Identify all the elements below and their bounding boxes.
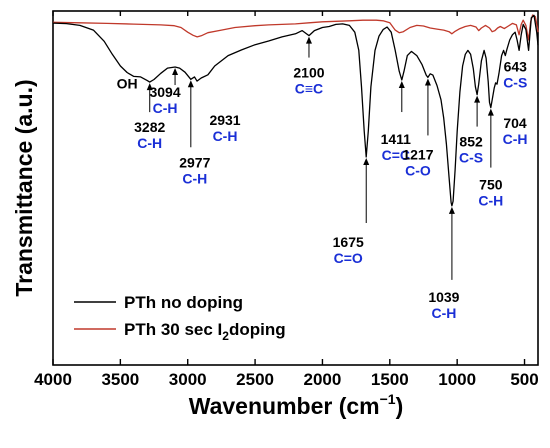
peak-label-2100: 2100: [293, 65, 324, 81]
bond-label-750: C-H: [478, 193, 503, 209]
bond-label-1039: C-H: [431, 305, 456, 321]
arrowhead-750: [487, 108, 494, 116]
legend-label-pth-no-doping: PTh no doping: [124, 293, 243, 312]
peak-label-3094: 3094: [149, 84, 180, 100]
bond-label-643: C-S: [503, 75, 527, 91]
peak-annotation-arrows: [146, 36, 494, 280]
bond-label-3282: C-H: [137, 135, 162, 151]
peak-label-1217: 1217: [402, 146, 433, 162]
peak-label-oh: OH: [117, 76, 138, 92]
bond-label-2977: C-H: [182, 170, 207, 186]
bond-label-2100: C≡C: [295, 81, 323, 97]
bond-label-1675: C=O: [334, 250, 363, 266]
arrowhead-1217: [424, 78, 431, 86]
peak-label-852: 852: [459, 134, 483, 150]
x-tick-label-1500: 1500: [371, 370, 409, 389]
bond-label-2931: C-H: [213, 128, 238, 144]
legend-label-pth-iodine-doping: PTh 30 sec I2doping: [124, 320, 286, 343]
peak-label-1675: 1675: [333, 234, 364, 250]
y-axis-title: Transmittance (a.u.): [11, 79, 37, 296]
arrowhead-3282: [146, 83, 153, 91]
series-line-pth-30-sec-i2doping: [52, 14, 539, 41]
bond-label-852: C-S: [459, 150, 483, 166]
arrowhead-2977: [187, 80, 194, 88]
peak-annotation-labels: OH3282C-H3094C-H2977C-H2931C-H2100C≡C167…: [117, 59, 528, 321]
peak-label-2931: 2931: [209, 112, 240, 128]
bond-label-704: C-H: [503, 131, 528, 147]
legend: PTh no doping PTh 30 sec I2doping: [74, 293, 286, 343]
x-tick-label-1000: 1000: [438, 370, 476, 389]
peak-label-1411: 1411: [381, 131, 412, 147]
bond-label-1411: C=C: [382, 147, 410, 163]
arrowhead-1039: [448, 206, 455, 214]
x-tick-label-3500: 3500: [101, 370, 139, 389]
series-line-pth-no-doping: [52, 14, 539, 207]
arrowhead-2100: [305, 36, 312, 44]
peak-label-643: 643: [504, 59, 528, 75]
peak-label-750: 750: [479, 177, 503, 193]
arrowhead-852: [474, 95, 481, 103]
peak-label-3282: 3282: [134, 119, 165, 135]
bond-label-3094: C-H: [153, 100, 178, 116]
peak-label-1039: 1039: [428, 289, 459, 305]
peak-label-704: 704: [503, 115, 527, 131]
peak-label-2977: 2977: [179, 154, 210, 170]
x-axis-ticks: 4000 3500 3000 2500 2000 1500 1000 500: [34, 11, 539, 389]
bond-label-1217: C-O: [405, 162, 431, 178]
x-tick-label-2000: 2000: [304, 370, 342, 389]
x-axis-title: Wavenumber (cm−1): [189, 391, 404, 419]
arrowhead-1675: [363, 158, 370, 165]
x-tick-label-4000: 4000: [34, 370, 72, 389]
arrowhead-1411: [398, 81, 405, 89]
x-tick-label-500: 500: [510, 370, 538, 389]
plot-frame: [52, 10, 539, 366]
x-tick-label-3000: 3000: [169, 370, 207, 389]
x-tick-label-2500: 2500: [236, 370, 274, 389]
series-layer: [52, 14, 539, 207]
arrowhead-3094: [172, 68, 179, 76]
